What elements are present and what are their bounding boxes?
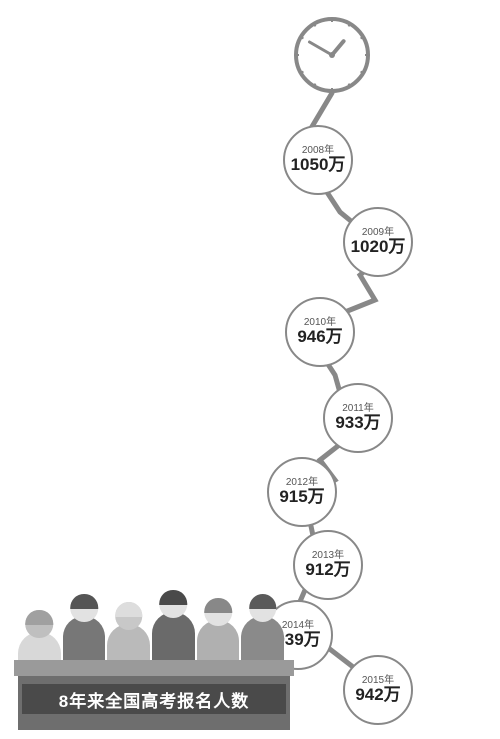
timeline-node: 2011年933万 [323,383,393,453]
person-icon [241,594,284,664]
timeline-node: 2012年915万 [267,457,337,527]
person-icon [197,598,240,664]
node-value: 942万 [355,686,400,705]
person-icon [107,602,150,664]
timeline-node: 2010年946万 [285,297,355,367]
people-illustration [18,590,286,664]
clock-icon [294,17,370,93]
node-value: 1050万 [291,156,346,175]
person-icon [18,610,61,664]
node-value: 1020万 [351,238,406,257]
timeline-node: 2015年942万 [343,655,413,725]
title-text: 8年来全国高考报名人数 [59,687,249,712]
person-icon [63,594,106,664]
node-value: 915万 [279,488,324,507]
timeline-node: 2013年912万 [293,530,363,600]
timeline-node: 2009年1020万 [343,207,413,277]
person-icon [152,590,195,664]
node-value: 912万 [305,561,350,580]
title-bar: 8年来全国高考报名人数 [22,684,286,714]
node-value: 933万 [335,414,380,433]
node-value: 946万 [297,328,342,347]
timeline-node: 2008年1050万 [283,125,353,195]
